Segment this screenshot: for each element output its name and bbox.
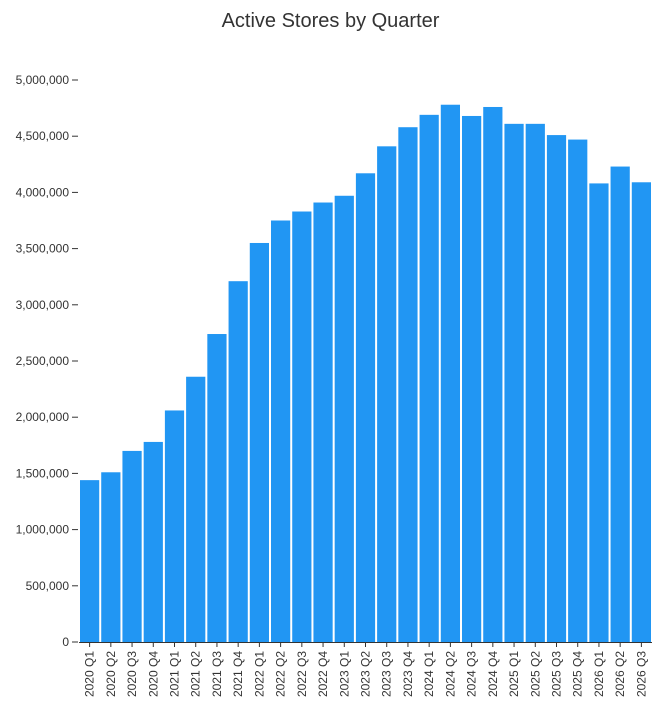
bar-2020-q4 xyxy=(143,441,163,642)
x-tick-label: 2026 Q2 xyxy=(613,651,627,697)
x-tick-label: 2021 Q3 xyxy=(210,651,224,697)
x-tick-label: 2024 Q1 xyxy=(422,651,436,697)
x-tick-label: 2024 Q4 xyxy=(486,651,500,697)
bar-2026-q3 xyxy=(631,182,651,642)
bar-2023-q2 xyxy=(355,173,376,643)
bar-2025-q1 xyxy=(504,123,524,643)
x-tick-label: 2020 Q4 xyxy=(146,651,160,697)
bar-2024-q3 xyxy=(462,115,482,643)
x-tick-label: 2021 Q4 xyxy=(231,651,245,697)
y-tick-label: 1,500,000 xyxy=(16,466,70,480)
y-tick-label: 0 xyxy=(62,635,69,649)
y-tick-label: 4,000,000 xyxy=(16,185,70,199)
x-tick-label: 2023 Q3 xyxy=(380,651,394,697)
chart-title: Active Stores by Quarter xyxy=(221,10,440,32)
x-tick-label: 2023 Q4 xyxy=(401,651,415,697)
bar-2022-q2 xyxy=(271,220,291,642)
bar-2021-q1 xyxy=(164,410,185,642)
y-axis: 0 500,000 1,000,000 1,500,000 2,000,000 2,500… xyxy=(16,73,78,649)
bar-2020-q2 xyxy=(101,472,121,642)
x-tick-label: 2024 Q3 xyxy=(465,651,479,697)
x-tick-label: 2021 Q1 xyxy=(168,651,182,697)
bar-2022-q1 xyxy=(249,242,269,643)
x-tick-label: 2025 Q3 xyxy=(550,651,564,697)
x-tick-label: 2023 Q1 xyxy=(337,651,351,697)
x-tick-label: 2022 Q4 xyxy=(316,651,330,697)
bar-2025-q4 xyxy=(568,139,588,642)
x-tick-label: 2022 Q3 xyxy=(295,651,309,697)
y-tick-label: 3,000,000 xyxy=(16,298,70,312)
x-tick-label: 2020 Q3 xyxy=(125,651,139,697)
x-tick-label: 2025 Q4 xyxy=(571,651,585,697)
x-tick-label: 2026 Q3 xyxy=(634,651,648,697)
y-tick-label: 4,500,000 xyxy=(16,129,70,143)
bar-2025-q2 xyxy=(525,123,545,643)
x-tick-label: 2025 Q1 xyxy=(507,651,521,697)
x-tick-label: 2025 Q2 xyxy=(528,651,542,697)
x-tick-label: 2024 Q2 xyxy=(443,651,457,697)
bar-2024-q4 xyxy=(483,106,503,643)
bar-2020-q3 xyxy=(122,450,142,642)
bar-2023-q1 xyxy=(334,195,354,642)
bar-2022-q3 xyxy=(292,211,312,642)
y-tick-label: 2,000,000 xyxy=(16,410,70,424)
y-tick-label: 2,500,000 xyxy=(16,354,70,368)
x-axis: 2020 Q1 2020 Q2 2020 Q3 2020 Q4 2021 Q1 2021 … xyxy=(83,642,648,697)
x-tick-label: 2022 Q1 xyxy=(252,651,266,697)
bar-2024-q1 xyxy=(419,114,439,643)
bar-2023-q4 xyxy=(398,127,418,642)
x-tick-label: 2022 Q2 xyxy=(274,651,288,697)
x-tick-label: 2023 Q2 xyxy=(359,651,373,697)
y-tick-label: 5,000,000 xyxy=(16,73,70,87)
bars xyxy=(80,104,651,643)
bar-2021-q4 xyxy=(228,281,248,642)
bar-2026-q2 xyxy=(610,166,630,643)
y-tick-label: 3,500,000 xyxy=(16,242,70,256)
bar-2021-q2 xyxy=(186,376,206,642)
x-tick-label: 2021 Q2 xyxy=(189,651,203,697)
bar-2022-q4 xyxy=(313,202,333,642)
bar-2025-q3 xyxy=(546,135,567,642)
bar-2023-q3 xyxy=(377,146,397,642)
bar-2020-q1 xyxy=(80,480,100,642)
bar-2026-q1 xyxy=(589,183,609,642)
x-tick-label: 2020 Q2 xyxy=(104,651,118,697)
x-tick-label: 2020 Q1 xyxy=(83,651,97,697)
bar-2024-q2 xyxy=(440,104,460,643)
y-tick-label: 1,000,000 xyxy=(16,523,70,537)
x-tick-label: 2026 Q1 xyxy=(592,651,606,697)
y-tick-label: 500,000 xyxy=(26,579,70,593)
bar-2021-q3 xyxy=(207,334,227,642)
